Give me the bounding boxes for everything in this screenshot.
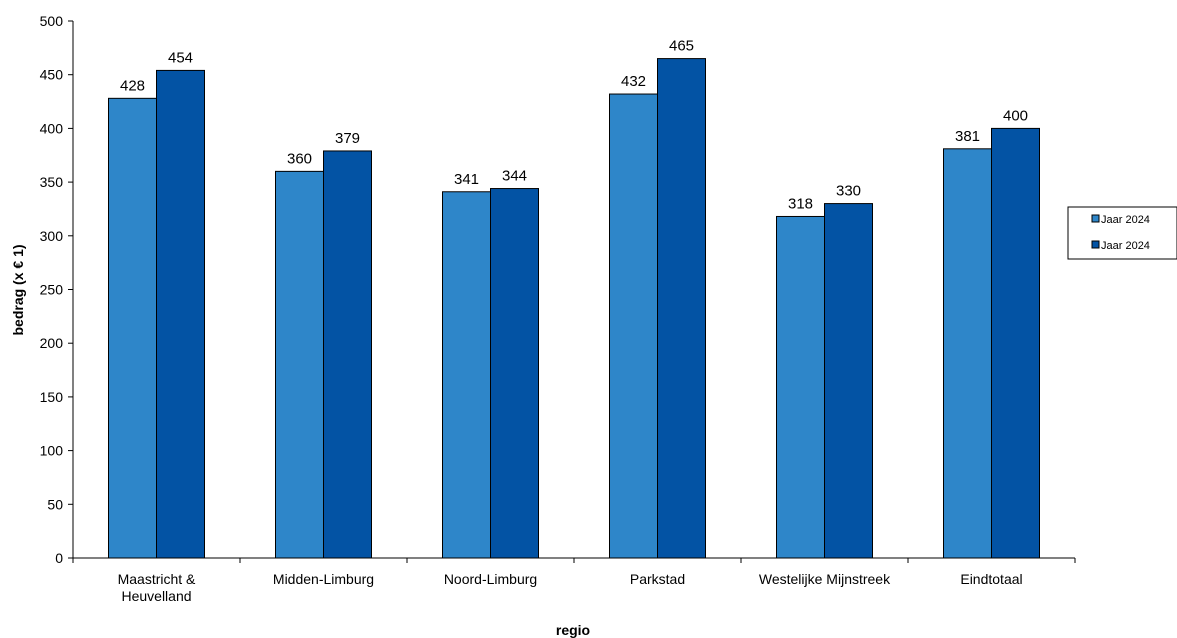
bar — [776, 215, 825, 559]
data-label: 432 — [621, 73, 646, 90]
bar — [943, 148, 992, 559]
bar — [442, 191, 491, 559]
bar — [156, 69, 205, 559]
y-axis-title: bedrag (x € 1) — [10, 244, 26, 335]
data-label: 318 — [788, 195, 813, 212]
x-axis-ticks: Maastricht & Heuvelland Midden-Limburg Noor… — [72, 558, 1076, 604]
x-tick-label: Westelijke Mijnstreek — [759, 571, 891, 587]
x-axis-title: regio — [556, 622, 590, 638]
x-tick-label: Midden-Limburg — [273, 571, 374, 587]
bar — [609, 93, 658, 559]
y-tick-label: 50 — [47, 496, 63, 512]
legend: Jaar 2024 Jaar 2024 — [1067, 206, 1177, 260]
y-tick-label: 150 — [40, 389, 64, 405]
bar — [275, 170, 324, 559]
data-label: 428 — [120, 77, 145, 94]
bar — [323, 150, 372, 559]
y-axis-ticks: 0 50 100 150 200 250 300 350 400 450 500 — [40, 13, 73, 566]
legend-label: Jaar 2024 — [1101, 240, 1150, 252]
x-tick-label: Noord-Limburg — [444, 571, 537, 587]
legend-swatch — [1091, 214, 1100, 223]
y-tick-label: 500 — [40, 13, 64, 29]
y-tick-label: 250 — [40, 282, 64, 298]
x-tick-label: Maastricht & Heuvelland — [118, 571, 196, 604]
x-tick-label: Parkstad — [630, 571, 685, 587]
data-label: 400 — [1003, 107, 1028, 124]
data-label: 344 — [502, 168, 527, 185]
bar — [490, 188, 539, 559]
data-label: 330 — [836, 183, 861, 200]
bar — [824, 203, 873, 559]
legend-box — [1067, 206, 1177, 260]
y-tick-label: 450 — [40, 67, 64, 83]
bar — [991, 127, 1040, 559]
y-tick-label: 350 — [40, 174, 64, 190]
bar — [108, 97, 157, 559]
y-tick-label: 300 — [40, 228, 64, 244]
legend-label: Jaar 2024 — [1101, 214, 1150, 226]
y-tick-label: 100 — [40, 443, 64, 459]
data-label: 381 — [955, 128, 980, 145]
data-label: 454 — [168, 49, 193, 66]
y-tick-label: 200 — [40, 335, 64, 351]
data-labels: 428 360 341 432 318 381 454 379 344 465 330 400 — [120, 38, 1028, 213]
data-label: 379 — [335, 130, 360, 147]
data-label: 465 — [669, 38, 694, 55]
legend-swatch — [1091, 240, 1100, 249]
y-tick-label: 0 — [55, 550, 63, 566]
axes — [72, 21, 1075, 559]
y-tick-label: 400 — [40, 120, 64, 136]
data-label: 360 — [287, 150, 312, 167]
data-label: 341 — [454, 171, 479, 188]
bars — [108, 58, 1040, 559]
bar — [657, 58, 706, 559]
x-tick-label: Eindtotaal — [960, 571, 1022, 587]
